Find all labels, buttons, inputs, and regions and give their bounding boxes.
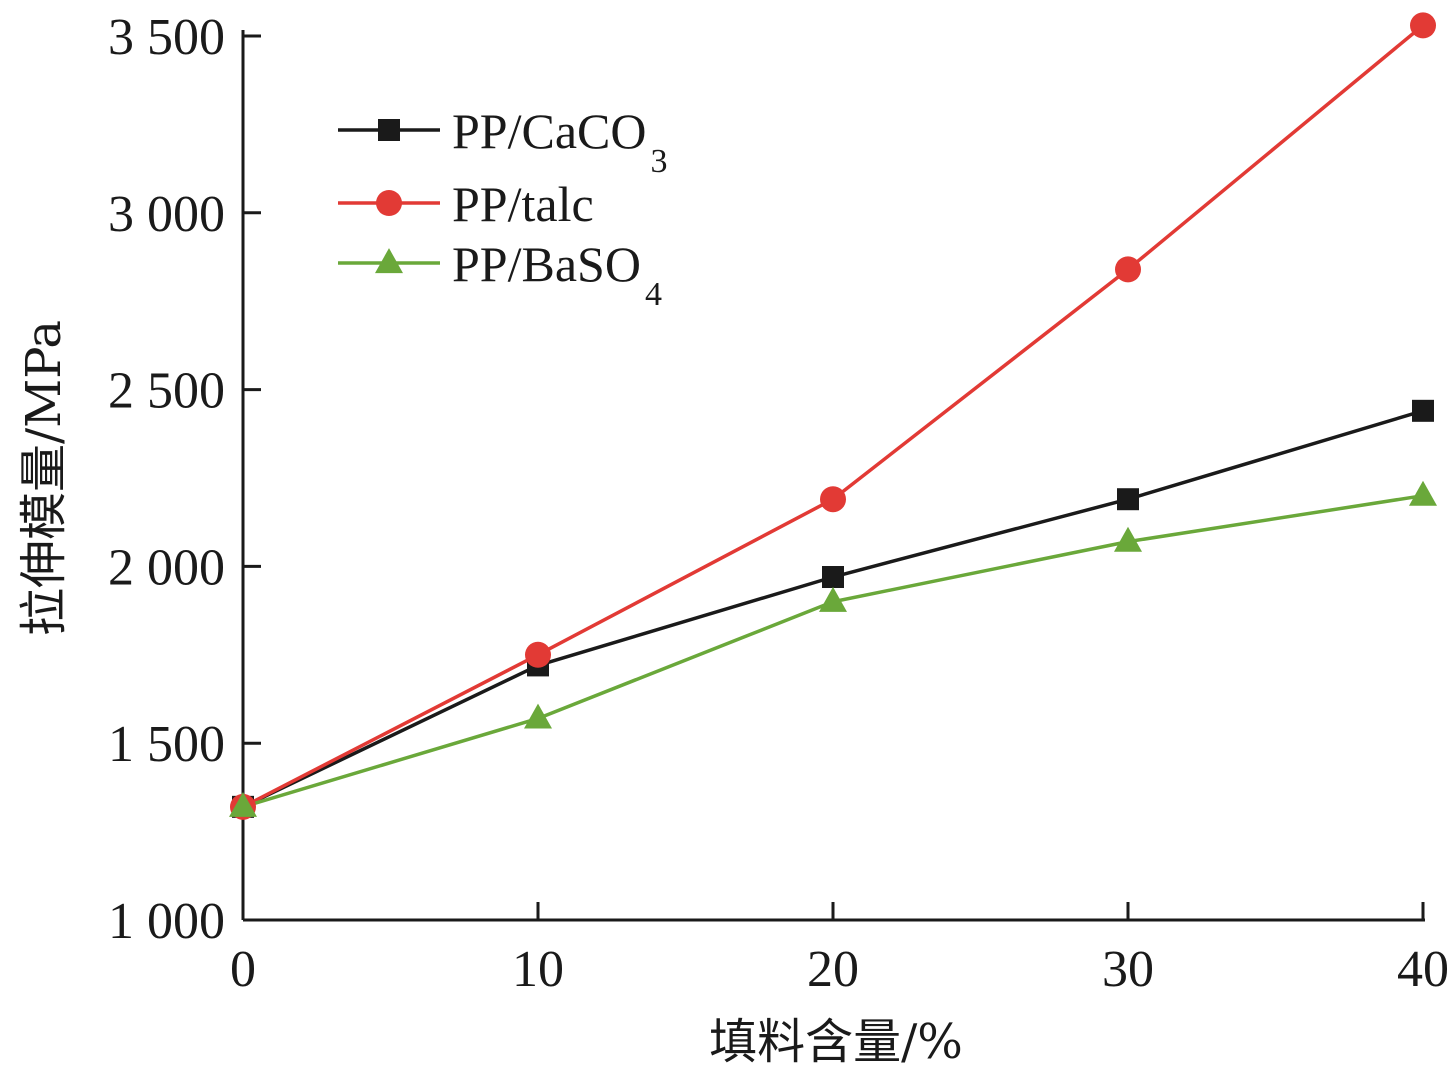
- data-point: [820, 486, 846, 513]
- x-tick-label: 20: [807, 941, 859, 998]
- series-layer: [229, 12, 1437, 820]
- series-line: [242, 493, 1424, 809]
- legend-marker: [375, 248, 403, 274]
- legend-label-main: PP/CaCO: [452, 103, 647, 159]
- series-markers-circle: [230, 12, 1436, 820]
- legend-marker: [378, 119, 400, 141]
- series-line: [242, 24, 1425, 809]
- x-tick-label: 40: [1397, 941, 1449, 998]
- legend-label-subscript: 3: [651, 143, 668, 180]
- data-point: [819, 586, 847, 612]
- legend-marker: [376, 190, 402, 216]
- data-point: [1410, 12, 1436, 39]
- y-tick-label: 1 000: [108, 893, 225, 950]
- y-tick-label: 1 500: [108, 716, 225, 773]
- data-point: [1409, 480, 1437, 506]
- data-point: [1114, 526, 1142, 552]
- data-point: [229, 791, 257, 817]
- y-tick-label: 3 500: [108, 9, 225, 66]
- x-tick-label: 30: [1102, 941, 1154, 998]
- axes: [241, 30, 1425, 922]
- legend-item: PP/CaCO3: [338, 103, 668, 180]
- data-point: [1412, 399, 1434, 422]
- legend-item: PP/BaSO4: [338, 236, 662, 313]
- legend-label: PP/CaCO3: [452, 103, 668, 180]
- x-tick-label: 10: [512, 941, 564, 998]
- data-point: [524, 703, 552, 729]
- y-axis-title: 拉伸模量/MPa: [16, 320, 72, 636]
- data-point: [1115, 256, 1141, 283]
- legend-label-subscript: 4: [645, 276, 662, 313]
- series-triangle: [242, 493, 1424, 809]
- legend-label: PP/BaSO4: [452, 236, 662, 313]
- series-markers-triangle: [229, 480, 1437, 817]
- data-point: [525, 641, 551, 668]
- series-circle: [242, 24, 1425, 809]
- x-axis-title: 填料含量/%: [709, 1014, 963, 1070]
- ticks: 1 000 1 500 2 000 2 500 3 000 3 500 0 10 20 30 40: [108, 9, 1449, 998]
- y-tick-label: 3 000: [108, 186, 225, 243]
- x-tick-label: 0: [230, 941, 256, 998]
- y-tick-label: 2 500: [108, 363, 225, 420]
- legend-label-main: PP/BaSO: [452, 236, 641, 292]
- legend-label-main: PP/talc: [452, 176, 594, 232]
- y-tick-label: 2 000: [108, 539, 225, 596]
- data-point: [1117, 488, 1139, 511]
- legend-label: PP/talc: [452, 176, 594, 232]
- data-point: [822, 566, 844, 589]
- legend-item: PP/talc: [338, 176, 594, 232]
